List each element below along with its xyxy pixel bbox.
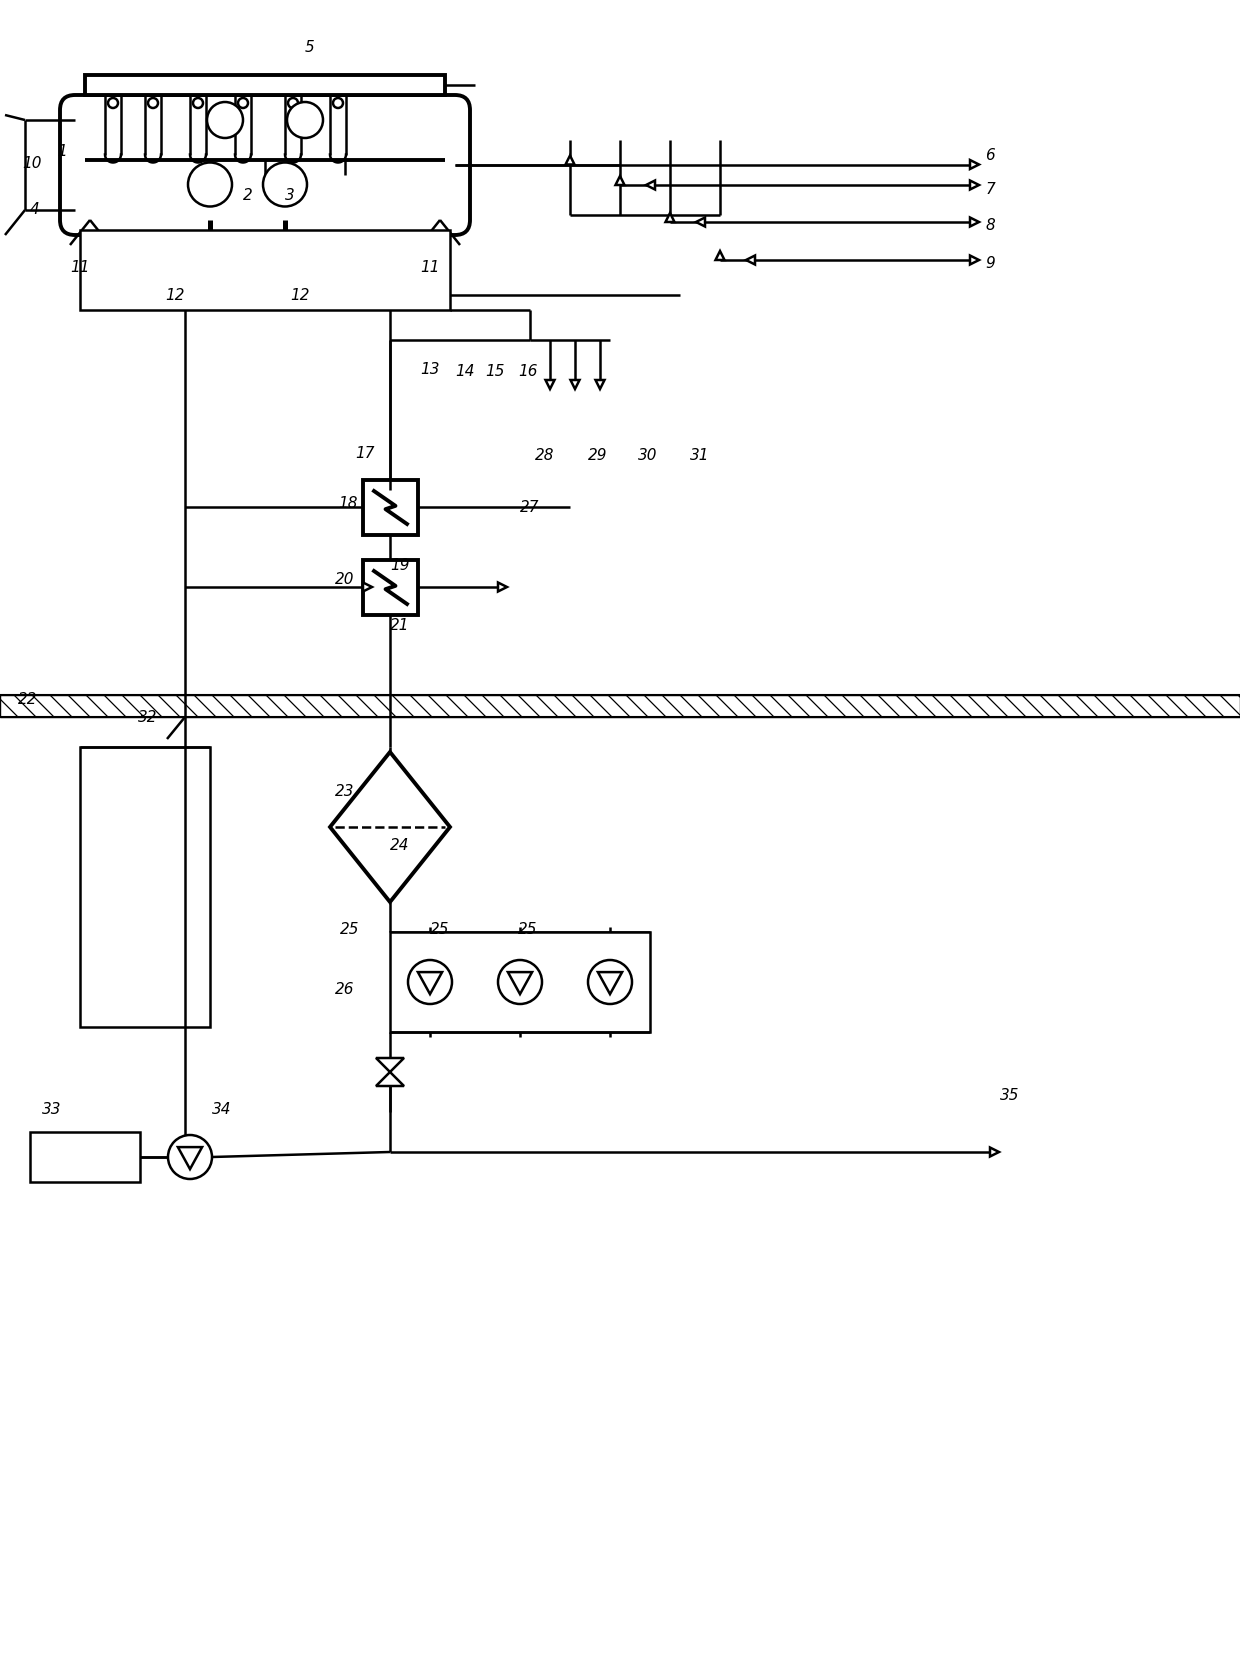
Text: 17: 17 <box>355 445 374 460</box>
Bar <box>86 75 445 95</box>
Text: 25: 25 <box>518 923 538 938</box>
Text: 18: 18 <box>339 495 358 510</box>
Bar <box>81 231 450 309</box>
Polygon shape <box>330 752 450 901</box>
Circle shape <box>207 102 243 139</box>
Polygon shape <box>970 181 980 189</box>
Text: 4: 4 <box>30 202 40 217</box>
Circle shape <box>286 102 322 139</box>
Text: 19: 19 <box>391 557 409 572</box>
Text: 2: 2 <box>243 189 253 204</box>
Text: 35: 35 <box>1001 1087 1019 1102</box>
Polygon shape <box>376 1072 404 1087</box>
FancyBboxPatch shape <box>60 95 470 236</box>
Polygon shape <box>646 181 655 189</box>
Text: 13: 13 <box>420 363 440 378</box>
Polygon shape <box>970 217 980 226</box>
Bar <box>265 236 305 274</box>
Text: 3: 3 <box>285 189 295 204</box>
Text: 6: 6 <box>985 149 994 164</box>
Text: 20: 20 <box>335 572 355 587</box>
Circle shape <box>193 99 203 109</box>
Polygon shape <box>546 380 554 390</box>
Text: 5: 5 <box>305 40 315 55</box>
Circle shape <box>498 960 542 1003</box>
Circle shape <box>288 99 298 109</box>
Polygon shape <box>508 971 532 995</box>
Text: 33: 33 <box>42 1102 62 1117</box>
Circle shape <box>188 162 232 207</box>
Text: 22: 22 <box>19 692 37 707</box>
Polygon shape <box>990 1147 999 1157</box>
Text: 30: 30 <box>639 448 657 463</box>
Text: 9: 9 <box>985 256 994 271</box>
Text: 15: 15 <box>485 364 505 380</box>
Bar <box>363 480 418 535</box>
Circle shape <box>588 960 632 1003</box>
Polygon shape <box>598 971 622 995</box>
Polygon shape <box>746 256 755 264</box>
Text: 28: 28 <box>536 448 554 463</box>
Polygon shape <box>666 212 675 222</box>
Polygon shape <box>363 582 372 592</box>
Polygon shape <box>970 256 980 264</box>
Polygon shape <box>376 1058 404 1072</box>
Text: 8: 8 <box>985 219 994 234</box>
Text: 1: 1 <box>57 144 67 159</box>
Bar <box>81 747 210 1027</box>
Circle shape <box>108 99 118 109</box>
Circle shape <box>408 960 453 1003</box>
Text: 10: 10 <box>22 155 42 171</box>
Text: 11: 11 <box>71 261 89 276</box>
Text: 31: 31 <box>691 448 709 463</box>
Text: 21: 21 <box>391 617 409 632</box>
Text: 25: 25 <box>340 923 360 938</box>
Text: 25: 25 <box>430 923 450 938</box>
Circle shape <box>238 99 248 109</box>
Polygon shape <box>498 582 507 592</box>
Text: 12: 12 <box>290 288 310 303</box>
Polygon shape <box>595 380 605 390</box>
Polygon shape <box>565 155 574 164</box>
Text: 26: 26 <box>335 983 355 998</box>
Bar <box>391 931 650 1032</box>
Text: 7: 7 <box>985 182 994 197</box>
Polygon shape <box>418 971 443 995</box>
Text: 29: 29 <box>588 448 608 463</box>
Bar <box>363 560 418 615</box>
Bar <box>190 236 229 274</box>
Text: 32: 32 <box>138 711 157 726</box>
Text: 34: 34 <box>212 1102 232 1117</box>
Bar <box>0 696 1240 717</box>
Bar <box>30 1132 140 1182</box>
Text: 11: 11 <box>420 261 440 276</box>
Polygon shape <box>177 1147 202 1169</box>
Text: 27: 27 <box>521 500 539 515</box>
Text: 12: 12 <box>165 288 185 303</box>
Circle shape <box>334 99 343 109</box>
Polygon shape <box>715 251 724 261</box>
Circle shape <box>263 162 308 207</box>
Text: 24: 24 <box>391 838 409 853</box>
Circle shape <box>167 1135 212 1179</box>
Polygon shape <box>970 161 980 169</box>
Text: 14: 14 <box>455 364 475 380</box>
Polygon shape <box>615 176 625 186</box>
Text: 23: 23 <box>335 784 355 799</box>
Circle shape <box>148 99 157 109</box>
Polygon shape <box>570 380 579 390</box>
Text: 16: 16 <box>518 364 538 380</box>
Polygon shape <box>696 217 706 226</box>
